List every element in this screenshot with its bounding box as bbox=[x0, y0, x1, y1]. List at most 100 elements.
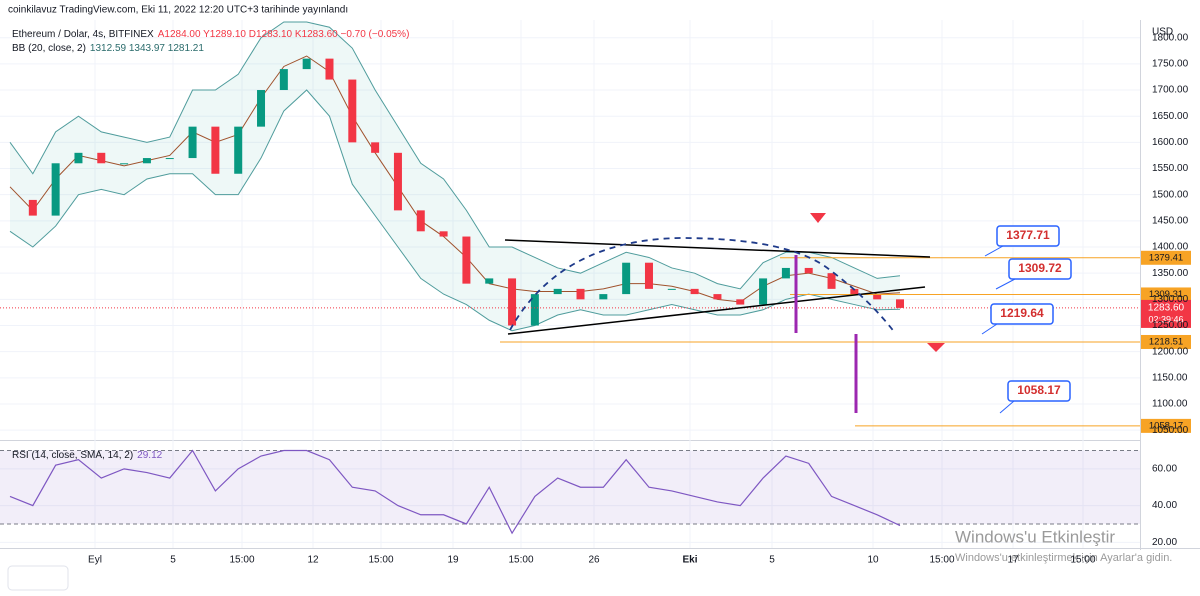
callout-arrow bbox=[984, 245, 1004, 257]
y-tick-label: 1450.00 bbox=[1152, 215, 1189, 226]
bb-bb_upper bbox=[9, 21, 901, 290]
candle bbox=[188, 126, 197, 159]
candle bbox=[257, 90, 266, 127]
marker bbox=[810, 213, 826, 223]
bb-bb_lower bbox=[9, 89, 901, 332]
symbol: Ethereum / Dolar, 4s, BITFINEX bbox=[12, 29, 154, 40]
watermark-subtitle: Windows'u etkinleştirmek için Ayarlar'a … bbox=[955, 552, 1172, 564]
currency: USD bbox=[1152, 27, 1173, 38]
candle bbox=[439, 231, 448, 237]
candle bbox=[234, 126, 243, 174]
candle bbox=[759, 278, 768, 305]
level-label: 1058.17 bbox=[1149, 420, 1183, 431]
candle bbox=[736, 299, 745, 305]
x-tick-label: 26 bbox=[588, 555, 600, 566]
callout-label: 1377.71 bbox=[1006, 228, 1050, 242]
bb-values: 1312.59 1343.97 1281.21 bbox=[90, 43, 204, 54]
candle bbox=[51, 163, 60, 216]
x-tick-label: Eyl bbox=[88, 555, 102, 566]
callout-label: 1309.72 bbox=[1018, 261, 1062, 275]
bb-fill bbox=[10, 22, 900, 331]
rsi-label: RSI (14, close, SMA, 14, 2) bbox=[12, 450, 133, 461]
y-tick-label: 1050.00 bbox=[1152, 425, 1189, 436]
last-price-box bbox=[1141, 299, 1191, 328]
level-label: 1379.41 bbox=[1149, 252, 1183, 263]
callout-arrow bbox=[999, 400, 1015, 414]
level-box bbox=[1141, 418, 1191, 433]
y-tick-label: 1550.00 bbox=[1152, 163, 1189, 174]
y-tick-label: 1100.00 bbox=[1152, 399, 1188, 410]
candle bbox=[325, 58, 334, 80]
x-tick-label: Eki bbox=[682, 555, 697, 566]
y-tick-label: 1400.00 bbox=[1152, 242, 1189, 253]
bb-bb_basis bbox=[9, 55, 901, 303]
grid bbox=[0, 20, 1140, 548]
level-label: 1309.31 bbox=[1149, 289, 1183, 300]
candle bbox=[576, 288, 585, 300]
x-tick-label: 17 bbox=[1007, 555, 1019, 566]
level-box bbox=[1141, 250, 1191, 265]
candle bbox=[622, 262, 631, 295]
marker bbox=[927, 343, 945, 352]
candle bbox=[348, 79, 357, 143]
level-label: 1218.51 bbox=[1149, 336, 1183, 347]
candle bbox=[485, 278, 494, 284]
level-box bbox=[1141, 334, 1191, 349]
callout-box bbox=[996, 225, 1060, 247]
pane-border bbox=[0, 440, 1140, 441]
x-tick-label: 15:00 bbox=[368, 555, 393, 566]
candle bbox=[74, 152, 83, 164]
watermark-title: Windows'u Etkinleştir bbox=[955, 527, 1115, 546]
candle bbox=[371, 142, 380, 153]
callout-label: 1058.17 bbox=[1017, 383, 1061, 397]
axis-border bbox=[1140, 20, 1141, 550]
y-tick-label: 1700.00 bbox=[1152, 85, 1189, 96]
x-tick-label: 15:00 bbox=[229, 555, 254, 566]
candle bbox=[667, 288, 676, 290]
x-tick-label: 5 bbox=[170, 555, 176, 566]
candle bbox=[713, 294, 722, 300]
bb-label: BB (20, close, 2) bbox=[12, 43, 86, 54]
y-tick-label: 1300.00 bbox=[1152, 294, 1189, 305]
countdown: 02:39:46 bbox=[1148, 314, 1183, 324]
triangle-upper bbox=[504, 239, 931, 258]
callout-arrow bbox=[995, 278, 1016, 290]
rsi-line: RSI (14, close, SMA, 14, 2) 29.12 bbox=[12, 450, 163, 461]
plot: 1379.41 1309.31 1218.51 1058.17 1283.6002:39… bbox=[0, 21, 1191, 535]
candle bbox=[850, 288, 859, 295]
x-tick-label: 5 bbox=[769, 555, 775, 566]
candle bbox=[644, 262, 653, 289]
callout-box bbox=[1008, 258, 1072, 280]
y-tick-label: 20.00 bbox=[1152, 537, 1177, 548]
y-tick-label: 1500.00 bbox=[1152, 189, 1189, 200]
candle bbox=[804, 267, 813, 274]
bb-line: BB (20, close, 2) 1312.59 1343.97 1281.21 bbox=[12, 43, 204, 54]
x-tick-label: 15:00 bbox=[508, 555, 533, 566]
publisher: coinkilavuz TradingView.com, Eki 11, 202… bbox=[8, 5, 348, 16]
toolbar[interactable] bbox=[7, 565, 69, 591]
candle bbox=[165, 158, 174, 160]
y-tick-label: 1250.00 bbox=[1152, 320, 1189, 331]
y-tick-label: 1750.00 bbox=[1152, 59, 1189, 70]
y-tick-label: 1650.00 bbox=[1152, 111, 1189, 122]
level-box bbox=[1141, 287, 1191, 302]
y-tick-label: 60.00 bbox=[1152, 464, 1177, 475]
candle bbox=[28, 199, 37, 216]
callout-box bbox=[990, 303, 1054, 325]
candle bbox=[302, 58, 311, 70]
y-tick-label: 40.00 bbox=[1152, 500, 1177, 511]
y-tick-label: 1350.00 bbox=[1152, 268, 1189, 279]
y-tick-label: 1150.00 bbox=[1152, 372, 1188, 383]
candle bbox=[781, 267, 790, 279]
candle bbox=[896, 299, 904, 308]
candle bbox=[279, 69, 288, 91]
candle bbox=[530, 294, 539, 326]
symbol-line: Ethereum / Dolar, 4s, BITFINEX A1284.00 Y… bbox=[12, 29, 409, 40]
triangle-lower bbox=[507, 286, 926, 335]
callout-box bbox=[1007, 380, 1071, 402]
last-price: 1283.60 bbox=[1148, 303, 1185, 314]
rsi-value: 29.12 bbox=[137, 450, 162, 461]
candle bbox=[553, 288, 562, 295]
ohlc: A1284.00 Y1289.10 D1283.10 K1283.60 −0.7… bbox=[158, 29, 410, 40]
x-tick-label: 19 bbox=[447, 555, 459, 566]
